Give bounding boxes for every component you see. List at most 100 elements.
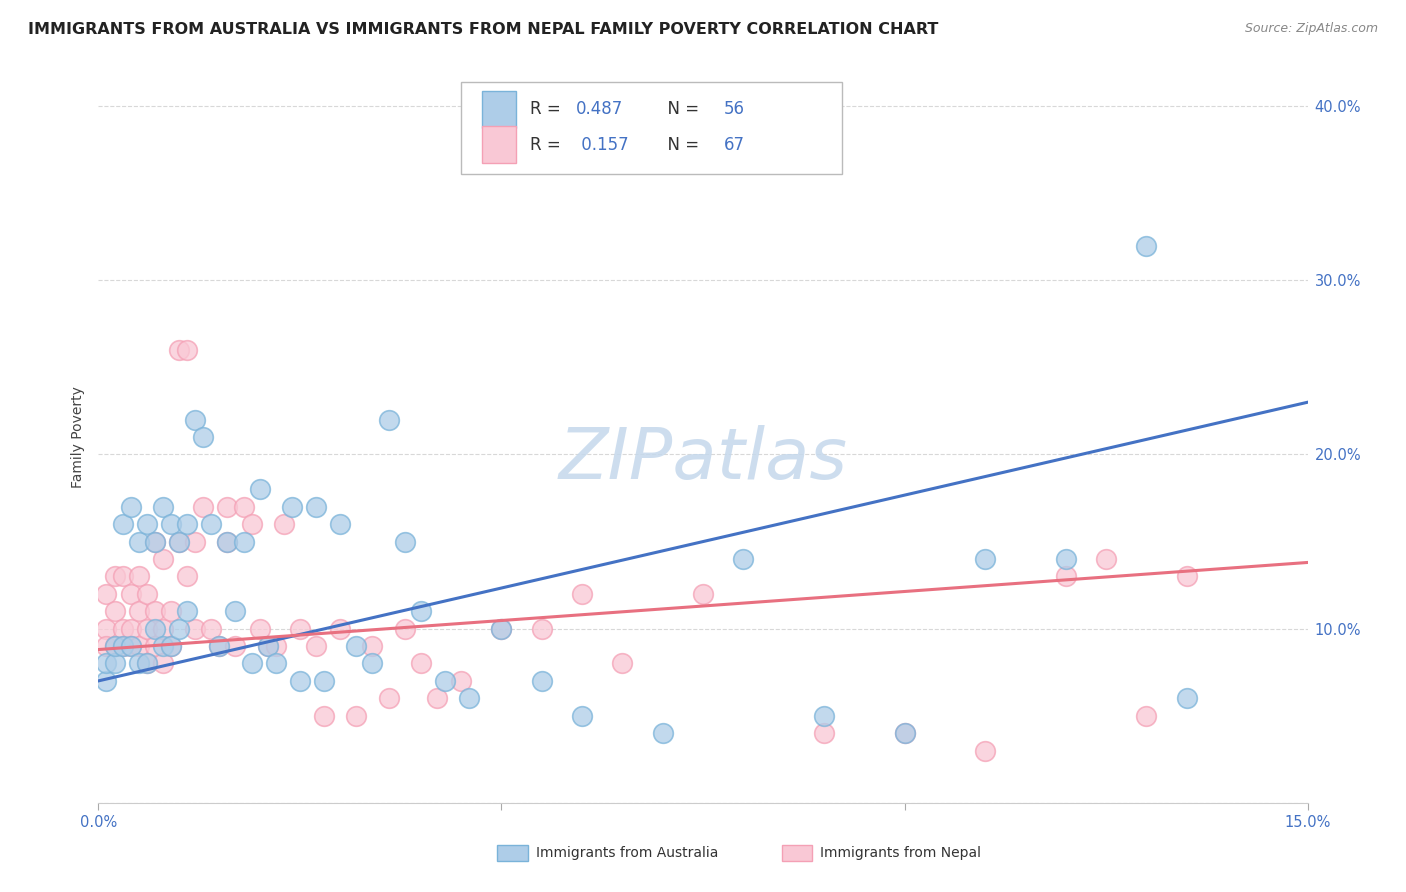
Point bbox=[128, 604, 150, 618]
Point bbox=[167, 622, 190, 636]
FancyBboxPatch shape bbox=[782, 846, 811, 862]
Point bbox=[264, 639, 287, 653]
Point bbox=[224, 639, 246, 653]
Text: 56: 56 bbox=[724, 101, 745, 119]
Point bbox=[344, 639, 367, 653]
Point bbox=[974, 743, 997, 757]
Point bbox=[208, 639, 231, 653]
Point bbox=[103, 639, 125, 653]
Point bbox=[1054, 569, 1077, 583]
Point bbox=[893, 726, 915, 740]
Point bbox=[135, 622, 157, 636]
Point bbox=[288, 622, 311, 636]
Point bbox=[361, 639, 384, 653]
Point bbox=[103, 569, 125, 583]
Point bbox=[240, 657, 263, 671]
Point bbox=[1135, 238, 1157, 252]
FancyBboxPatch shape bbox=[482, 91, 516, 128]
Point bbox=[167, 534, 190, 549]
Point bbox=[394, 622, 416, 636]
Point bbox=[200, 517, 222, 532]
Point bbox=[305, 639, 328, 653]
Point bbox=[224, 604, 246, 618]
Point bbox=[135, 517, 157, 532]
Point bbox=[143, 604, 166, 618]
Point bbox=[249, 622, 271, 636]
Point bbox=[232, 534, 254, 549]
Point bbox=[143, 534, 166, 549]
Point bbox=[1175, 691, 1198, 706]
Point bbox=[329, 622, 352, 636]
Point bbox=[135, 657, 157, 671]
Point bbox=[571, 708, 593, 723]
Point bbox=[1054, 552, 1077, 566]
Point bbox=[217, 534, 239, 549]
Point bbox=[651, 726, 673, 740]
Point bbox=[1135, 708, 1157, 723]
Point bbox=[128, 534, 150, 549]
Point bbox=[1175, 569, 1198, 583]
Point bbox=[135, 587, 157, 601]
Point bbox=[208, 639, 231, 653]
Point bbox=[176, 604, 198, 618]
Point bbox=[143, 534, 166, 549]
Point bbox=[152, 500, 174, 514]
Point bbox=[1095, 552, 1118, 566]
Point bbox=[217, 500, 239, 514]
Point bbox=[450, 673, 472, 688]
Point bbox=[96, 587, 118, 601]
Point bbox=[152, 657, 174, 671]
Point bbox=[240, 517, 263, 532]
Text: R =: R = bbox=[530, 101, 567, 119]
Point bbox=[184, 534, 207, 549]
Point bbox=[329, 517, 352, 532]
Point bbox=[249, 483, 271, 497]
Point bbox=[152, 639, 174, 653]
Text: ZIPatlas: ZIPatlas bbox=[558, 425, 848, 493]
Point bbox=[394, 534, 416, 549]
Point bbox=[256, 639, 278, 653]
Point bbox=[160, 639, 183, 653]
Point bbox=[96, 622, 118, 636]
Point bbox=[96, 673, 118, 688]
Point bbox=[530, 622, 553, 636]
Point bbox=[813, 726, 835, 740]
Point bbox=[491, 622, 513, 636]
Point bbox=[361, 657, 384, 671]
Text: 67: 67 bbox=[724, 136, 745, 153]
Point bbox=[434, 673, 457, 688]
Point bbox=[200, 622, 222, 636]
Text: Source: ZipAtlas.com: Source: ZipAtlas.com bbox=[1244, 22, 1378, 36]
Point bbox=[128, 657, 150, 671]
Point bbox=[344, 708, 367, 723]
Point bbox=[733, 552, 755, 566]
Point bbox=[176, 343, 198, 357]
Point bbox=[96, 657, 118, 671]
Point bbox=[813, 708, 835, 723]
Point bbox=[111, 639, 134, 653]
Point bbox=[176, 569, 198, 583]
Point bbox=[288, 673, 311, 688]
Point bbox=[458, 691, 481, 706]
Point bbox=[143, 639, 166, 653]
Point bbox=[893, 726, 915, 740]
Point bbox=[128, 569, 150, 583]
Point bbox=[530, 673, 553, 688]
Point bbox=[184, 622, 207, 636]
Point bbox=[426, 691, 449, 706]
Text: N =: N = bbox=[657, 136, 704, 153]
Point bbox=[409, 604, 432, 618]
Point bbox=[135, 657, 157, 671]
Point bbox=[314, 673, 336, 688]
Point bbox=[217, 534, 239, 549]
Point bbox=[143, 622, 166, 636]
Point bbox=[974, 552, 997, 566]
Point bbox=[120, 500, 142, 514]
Y-axis label: Family Poverty: Family Poverty bbox=[70, 386, 84, 488]
Point bbox=[103, 639, 125, 653]
Point bbox=[377, 412, 399, 426]
Point bbox=[491, 622, 513, 636]
Point bbox=[111, 622, 134, 636]
Point bbox=[111, 569, 134, 583]
FancyBboxPatch shape bbox=[498, 846, 527, 862]
